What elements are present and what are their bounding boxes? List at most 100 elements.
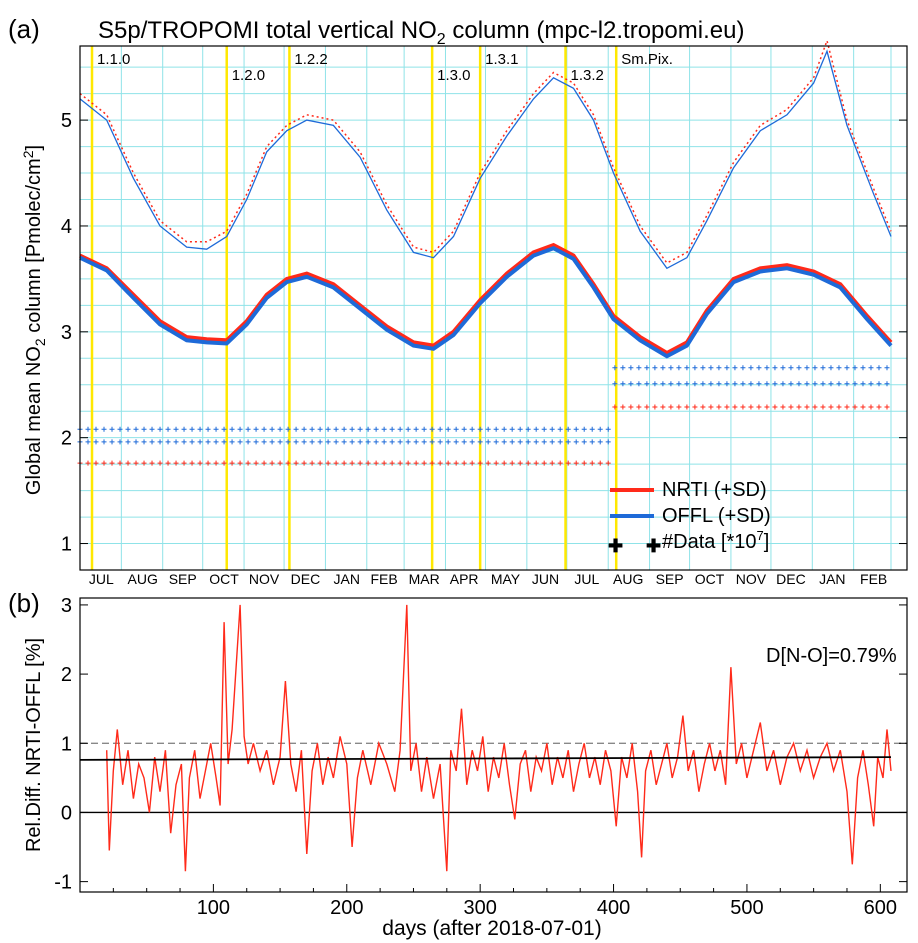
month-label: OCT <box>695 571 725 587</box>
x-tick-label: 200 <box>330 897 363 919</box>
data-count-marker <box>150 427 155 432</box>
ylabel-part-3: 2 <box>20 150 36 158</box>
data-count-marker <box>486 439 491 444</box>
data-count-marker <box>430 439 435 444</box>
y-tick-label: 2 <box>61 664 72 686</box>
data-count-marker <box>174 427 179 432</box>
data-count-marker <box>382 427 387 432</box>
data-count-marker <box>828 381 833 386</box>
data-count-marker <box>406 461 411 466</box>
data-count-marker <box>628 365 633 370</box>
ylabel-part-4: ] <box>23 145 45 151</box>
y-tick-label: 4 <box>61 216 72 238</box>
data-count-marker <box>150 439 155 444</box>
data-count-marker <box>230 439 235 444</box>
y-tick-label: 2 <box>61 428 72 450</box>
data-count-marker <box>126 461 131 466</box>
data-count-marker <box>668 381 673 386</box>
data-count-marker <box>708 365 713 370</box>
month-label: AUG <box>128 571 158 587</box>
data-count-marker <box>278 439 283 444</box>
data-count-marker <box>756 381 761 386</box>
data-count-marker <box>358 427 363 432</box>
data-count-marker <box>716 365 721 370</box>
data-count-marker <box>748 404 753 409</box>
data-count-marker <box>558 427 563 432</box>
data-count-marker <box>398 461 403 466</box>
data-count-marker <box>206 461 211 466</box>
ylabel-part-1: 2 <box>32 338 48 346</box>
data-count-marker <box>716 381 721 386</box>
ylabel-part-2: column [Pmolec/cm <box>23 158 45 338</box>
chart-title: S5p/TROPOMI total vertical NO2 column (m… <box>98 17 744 48</box>
data-count-marker <box>246 439 251 444</box>
data-count-marker <box>302 427 307 432</box>
data-count-marker <box>310 461 315 466</box>
y-tick-label: 1 <box>61 534 72 556</box>
month-label: DEC <box>776 571 806 587</box>
data-count-marker <box>628 404 633 409</box>
data-count-marker <box>262 439 267 444</box>
data-count-marker <box>510 439 515 444</box>
legend-data-tail: ] <box>764 531 770 553</box>
data-count-marker <box>270 439 275 444</box>
data-count-marker <box>478 427 483 432</box>
data-count-marker <box>636 404 641 409</box>
data-count-marker <box>502 461 507 466</box>
month-label: NOV <box>249 571 280 587</box>
data-count-marker <box>94 439 99 444</box>
data-count-marker <box>518 439 523 444</box>
data-count-marker <box>644 381 649 386</box>
y-tick-label: -1 <box>54 872 72 894</box>
data-count-marker <box>390 461 395 466</box>
panel-b-frame <box>80 598 907 892</box>
data-count-marker <box>620 365 625 370</box>
data-count-marker <box>254 461 259 466</box>
data-count-marker <box>828 365 833 370</box>
data-count-marker <box>406 427 411 432</box>
data-count-marker <box>422 461 427 466</box>
data-count-marker <box>414 461 419 466</box>
data-count-marker <box>606 439 611 444</box>
data-count-marker <box>438 439 443 444</box>
data-count-marker <box>652 404 657 409</box>
data-count-marker <box>278 427 283 432</box>
data-count-marker <box>422 439 427 444</box>
data-count-marker <box>684 404 689 409</box>
data-count-marker <box>574 439 579 444</box>
data-count-marker <box>446 439 451 444</box>
data-count-marker <box>198 427 203 432</box>
data-count-marker <box>558 461 563 466</box>
data-count-marker <box>724 365 729 370</box>
data-count-marker <box>478 439 483 444</box>
data-count-marker <box>174 439 179 444</box>
data-count-marker <box>318 427 323 432</box>
month-label: OCT <box>209 571 239 587</box>
data-count-marker <box>558 439 563 444</box>
data-count-marker <box>860 404 865 409</box>
month-label: SEP <box>169 571 197 587</box>
data-count-marker <box>158 439 163 444</box>
data-count-marker <box>214 427 219 432</box>
data-count-marker <box>414 427 419 432</box>
data-count-marker <box>676 381 681 386</box>
data-count-marker <box>780 381 785 386</box>
panel-b-ylabel: Rel.Diff. NRTI-OFFL [%] <box>23 638 45 852</box>
data-count-marker <box>470 439 475 444</box>
data-count-marker <box>310 427 315 432</box>
data-count-marker <box>198 461 203 466</box>
data-count-marker <box>700 365 705 370</box>
data-count-marker <box>716 404 721 409</box>
data-count-marker <box>86 427 91 432</box>
data-count-marker <box>692 365 697 370</box>
data-count-marker <box>150 461 155 466</box>
month-label: FEB <box>860 571 887 587</box>
panel-a-label: (a) <box>8 14 40 44</box>
data-count-marker <box>270 427 275 432</box>
data-count-marker <box>470 427 475 432</box>
data-count-marker <box>110 461 115 466</box>
legend-label-data: #Data [*107] <box>662 528 769 553</box>
data-count-marker <box>462 427 467 432</box>
legend-data-label: #Data [*10 <box>662 531 757 553</box>
data-count-marker <box>542 461 547 466</box>
